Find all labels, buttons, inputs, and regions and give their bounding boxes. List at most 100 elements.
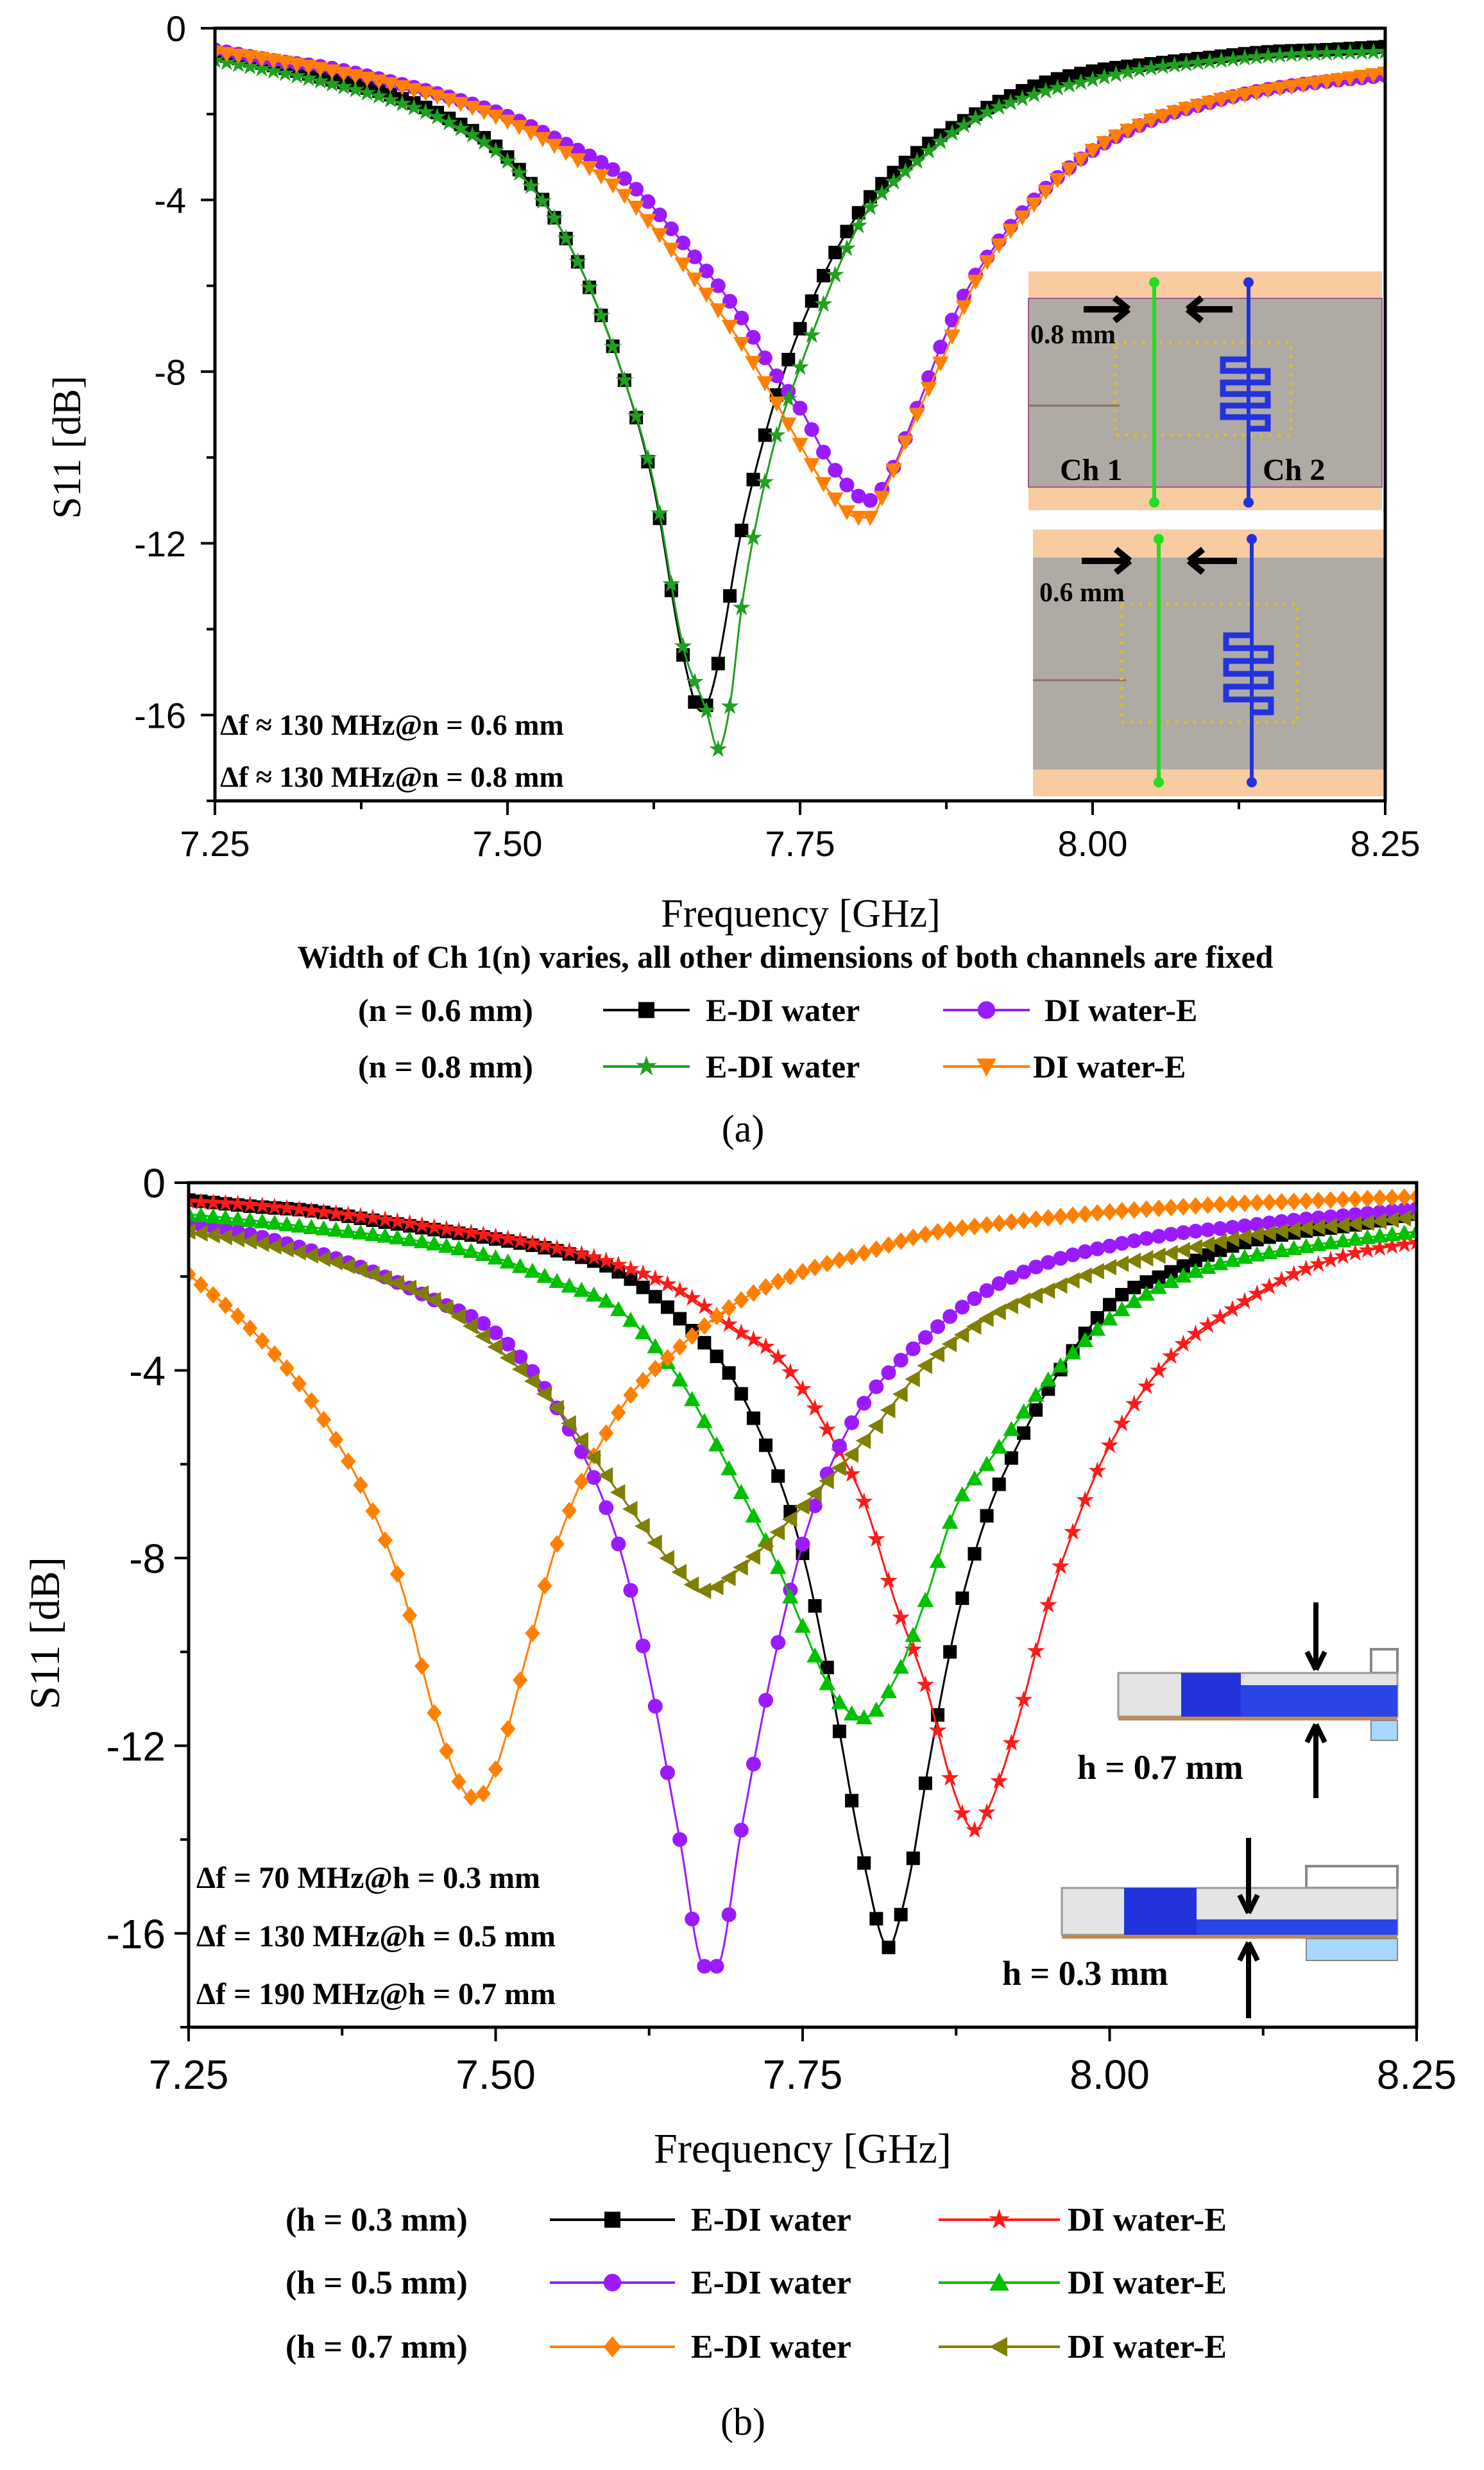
data-point-triangle-left [291, 1244, 306, 1261]
data-point-star [545, 209, 563, 227]
data-point-diamond [783, 1267, 798, 1286]
data-point-star [592, 306, 610, 323]
data-point-star [953, 1804, 971, 1821]
legend-label: DI water-E [1068, 2202, 1227, 2238]
data-point-star [287, 66, 306, 84]
data-point-star [1095, 67, 1114, 85]
data-point-triangle-left [339, 1257, 355, 1274]
data-point-triangle-down [651, 228, 668, 243]
data-point-triangle-down [265, 53, 282, 69]
data-point-triangle-up [929, 1552, 946, 1568]
data-point-triangle-left [635, 1518, 650, 1535]
data-point-circle [709, 1959, 724, 1974]
data-point-diamond [1114, 1202, 1130, 1220]
data-point-triangle-down [967, 275, 984, 290]
data-point-star [548, 1239, 567, 1256]
data-point-triangle-down [288, 57, 305, 73]
data-point-circle [1089, 1241, 1105, 1256]
x-tick-label: 8.00 [1058, 823, 1128, 864]
data-point-diamond [1139, 1200, 1154, 1218]
data-point-triangle-down [803, 458, 821, 474]
data-point-star [919, 141, 938, 159]
data-point-triangle-down [593, 169, 610, 185]
data-point-triangle-down [359, 71, 375, 87]
data-point-triangle-up [905, 1627, 922, 1642]
data-point-star [416, 103, 435, 120]
data-point-circle [881, 1365, 896, 1380]
data-point-star [1248, 1284, 1267, 1301]
data-point-circle [611, 1536, 626, 1552]
data-point-square [869, 1912, 883, 1926]
data-point-triangle-left [241, 1233, 257, 1250]
data-point-triangle-up [892, 1658, 909, 1674]
legend-marker-star [636, 1055, 657, 1076]
data-point-diamond [217, 1296, 234, 1314]
legend-marker-circle [977, 1001, 996, 1019]
inset-layout-0.6mm: 0.6 mm [1033, 529, 1385, 796]
data-point-circle [991, 1276, 1007, 1291]
data-point-triangle-left [450, 1308, 466, 1325]
data-point-star [264, 62, 283, 79]
data-point-star [1014, 1690, 1033, 1708]
annotation-a-2: Δf ≈ 130 MHz@n = 0.8 mm [220, 760, 564, 793]
data-point-triangle-left [781, 1511, 797, 1528]
data-point-triangle-left [806, 1485, 822, 1502]
data-point-triangle-up [573, 1282, 590, 1297]
x-tick-label: 7.75 [763, 2052, 843, 2098]
data-point-star [634, 1264, 652, 1282]
data-point-square [1029, 1403, 1043, 1417]
arrow-right-icon [1082, 547, 1132, 575]
data-point-triangle-down [1037, 185, 1054, 200]
data-point-triangle-left [647, 1534, 662, 1551]
data-point-circle [857, 1396, 872, 1411]
data-point-diamond [1003, 1213, 1019, 1231]
x-tick-label: 7.25 [149, 2052, 229, 2098]
data-point-triangle-down [991, 238, 1007, 254]
data-point-triangle-left [1015, 1292, 1031, 1309]
data-point-triangle-down [955, 300, 973, 316]
data-point-triangle-up [978, 1455, 995, 1471]
legend-group-b-3: (h = 0.7 mm) [286, 2329, 468, 2365]
data-point-square [734, 1387, 748, 1401]
data-point-star [769, 1348, 787, 1366]
panel-label-a: (a) [722, 1108, 765, 1150]
data-point-star [732, 1323, 751, 1341]
data-point-star [658, 1274, 677, 1292]
data-point-triangle-up [278, 1215, 295, 1231]
data-point-triangle-up [696, 1412, 713, 1428]
data-point-star [339, 1205, 357, 1222]
data-point-star [1309, 1255, 1327, 1272]
data-point-square [711, 656, 725, 671]
data-point-star [867, 1529, 885, 1547]
data-point-triangle-left [978, 1310, 994, 1327]
data-point-triangle-down [826, 492, 844, 508]
data-point-diamond [893, 1232, 908, 1250]
data-point-star [300, 69, 318, 87]
data-point-diamond [525, 1624, 540, 1642]
y-tick-label: -16 [107, 1911, 166, 1957]
data-point-triangle-left [1224, 1230, 1240, 1248]
data-point-star [1138, 1377, 1156, 1394]
data-point-diamond [414, 1657, 430, 1676]
data-point-star [978, 1803, 996, 1821]
data-point-star [241, 1195, 259, 1213]
data-point-circle [832, 1438, 847, 1454]
data-point-triangle-up [1285, 1240, 1302, 1255]
data-point-square [857, 1856, 871, 1870]
data-point-triangle-left [1064, 1272, 1080, 1289]
data-point-triangle-left [438, 1299, 454, 1316]
data-point-triangle-up [1347, 1230, 1364, 1246]
data-point-star [662, 574, 681, 592]
data-point-triangle-down [1002, 223, 1019, 239]
data-point-star [794, 1380, 812, 1397]
arrow-up-icon [1304, 1723, 1327, 1798]
data-point-circle [687, 249, 703, 264]
data-point-triangle-down [475, 105, 493, 121]
inset-ch2-label: Ch 2 [1263, 453, 1325, 487]
data-point-triangle-left [585, 1449, 601, 1466]
data-point-star [597, 1251, 615, 1269]
caption-a: Width of Ch 1(n) varies, all other dimen… [298, 939, 1274, 975]
data-point-star [1236, 1292, 1254, 1309]
data-point-star [314, 1203, 333, 1220]
